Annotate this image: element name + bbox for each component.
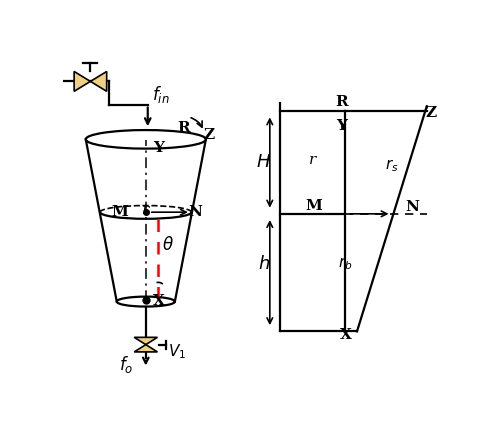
Text: X: X xyxy=(340,329,351,342)
Text: $\theta$: $\theta$ xyxy=(162,237,174,254)
Text: R: R xyxy=(178,121,190,135)
Text: M: M xyxy=(112,205,128,219)
Text: M: M xyxy=(305,199,322,212)
Text: Z: Z xyxy=(204,128,214,142)
Text: $r_s$: $r_s$ xyxy=(385,157,398,174)
Text: Y: Y xyxy=(336,119,347,133)
Polygon shape xyxy=(74,71,90,91)
Text: $V_1$: $V_1$ xyxy=(168,342,186,361)
Text: R: R xyxy=(335,95,348,109)
Text: N: N xyxy=(188,205,202,219)
Polygon shape xyxy=(134,338,158,344)
Text: Z: Z xyxy=(426,106,437,120)
Text: X: X xyxy=(152,294,164,307)
Text: $h$: $h$ xyxy=(258,255,270,273)
Polygon shape xyxy=(134,344,158,352)
Polygon shape xyxy=(90,71,106,91)
Text: $r_b$: $r_b$ xyxy=(338,255,352,272)
Text: $f_{in}$: $f_{in}$ xyxy=(152,84,170,105)
Text: $f_o$: $f_o$ xyxy=(119,354,134,375)
Text: r: r xyxy=(142,203,150,217)
Text: $H$: $H$ xyxy=(256,153,272,171)
Text: r: r xyxy=(309,153,316,167)
Text: Y: Y xyxy=(153,141,164,155)
Text: N: N xyxy=(405,200,419,214)
